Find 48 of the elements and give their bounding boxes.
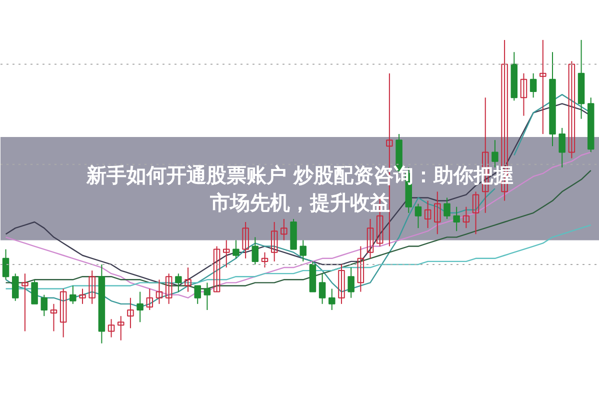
candlestick [175,273,182,292]
candlestick [318,273,326,304]
candlestick [88,270,96,304]
candlestick [184,267,192,292]
candlestick [338,264,345,304]
candlestick [444,197,450,220]
candlestick [223,240,230,268]
candlestick [108,318,115,338]
candlestick [146,288,154,310]
candlestick [252,236,259,265]
candlestick [540,39,546,135]
candlestick [568,60,576,159]
candlestick [280,218,288,241]
candlestick [22,273,28,332]
candlestick [472,191,480,235]
candlestick [434,191,441,235]
candlestick [127,297,134,329]
candlestick [424,200,432,229]
candlestick [453,206,460,232]
candlestick [70,285,76,304]
candlestick [165,273,172,304]
candlestick [270,222,278,262]
candlestick [462,206,470,229]
candlestick [530,72,537,98]
candlestick [194,285,201,304]
candlestick [300,240,306,262]
candlestick [12,273,19,302]
candlestick [261,252,268,268]
candlestick [50,303,58,332]
candlestick [136,291,144,323]
candlestick [2,248,10,280]
candlestick [40,294,48,317]
candlestick [31,279,38,304]
candlestick [357,246,364,292]
candlestick [156,279,163,304]
candlestick [348,267,354,298]
candlestick [232,240,240,259]
candlestick [213,246,220,292]
candlestick [558,127,566,168]
candlestick [328,288,336,310]
candlestick [204,282,211,310]
candlestick [60,288,67,338]
candlestick [79,288,86,304]
candlestick [118,316,124,341]
candlestick [366,218,374,259]
candlestick [520,72,528,116]
candlestick [414,203,422,229]
candlestick [242,222,249,259]
